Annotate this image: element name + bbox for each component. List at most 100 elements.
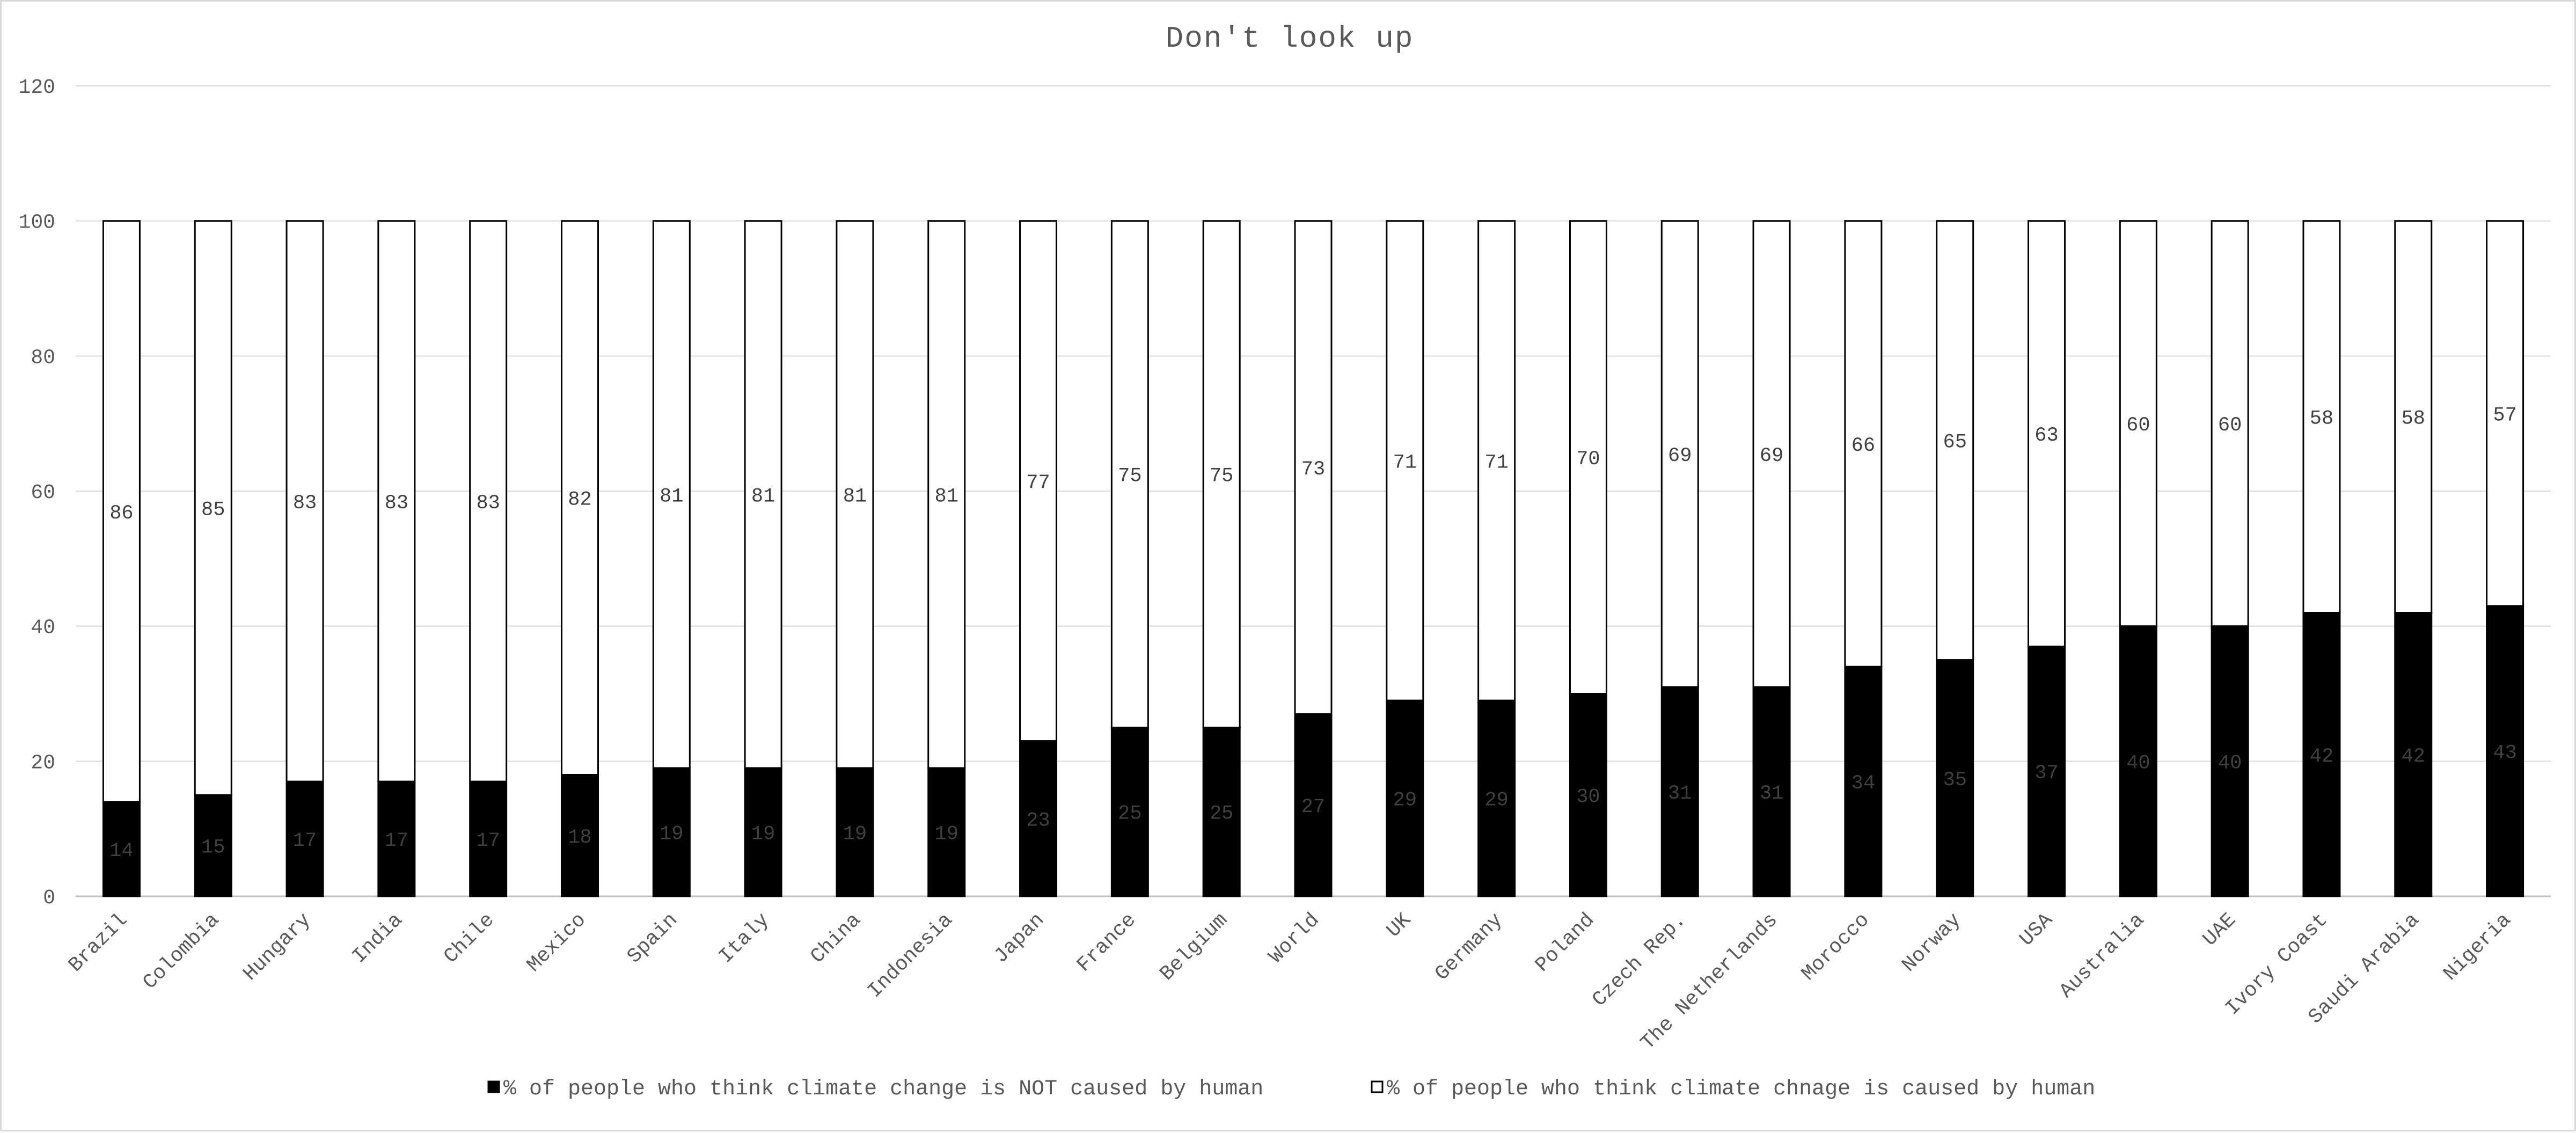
data-label: 30: [1576, 786, 1600, 808]
bar-segment-not-caused: [1202, 726, 1241, 897]
bar-segment-not-caused: [2302, 612, 2341, 897]
data-label: 31: [1760, 783, 1783, 805]
data-label: 25: [1118, 803, 1141, 825]
data-label: 23: [1026, 809, 1050, 832]
y-tick-label: 100: [19, 211, 55, 235]
x-tick-label: UAE: [2199, 909, 2241, 951]
legend-swatch-caused: [1371, 1080, 1384, 1093]
bar-segment-caused: [2119, 220, 2157, 627]
bar-segment-not-caused: [2211, 625, 2249, 897]
data-label: 43: [2493, 742, 2516, 764]
data-label: 57: [2493, 404, 2516, 427]
x-tick-label: Mexico: [523, 909, 591, 977]
bar-segment-caused: [1110, 220, 1149, 728]
legend-label-not-caused: % of people who think climate change is …: [503, 1077, 1263, 1101]
data-label: 17: [385, 830, 408, 852]
x-tick-label: World: [1264, 909, 1324, 968]
data-label: 69: [1668, 445, 1692, 467]
bar-segment-not-caused: [469, 780, 508, 897]
data-label: 83: [385, 492, 408, 515]
data-label: 73: [1301, 458, 1325, 481]
data-label: 60: [2126, 414, 2150, 437]
x-tick-label: Czech Rep.: [1588, 909, 1691, 1012]
bar-segment-caused: [1844, 220, 1883, 668]
bar-segment-caused: [1936, 220, 1974, 661]
bar-segment-not-caused: [102, 801, 141, 897]
data-label: 66: [1851, 435, 1875, 457]
data-label: 14: [109, 840, 133, 862]
x-tick-label: Italy: [715, 909, 774, 968]
data-label: 69: [1760, 445, 1783, 467]
x-tick-label: France: [1073, 909, 1141, 977]
data-label: 18: [568, 827, 591, 849]
data-label: 19: [751, 823, 775, 845]
bar-segment-caused: [1386, 220, 1424, 701]
x-tick-label: Poland: [1531, 909, 1599, 977]
x-tick-label: China: [806, 909, 866, 968]
data-label: 58: [2402, 408, 2425, 430]
x-tick-label: Japan: [990, 909, 1049, 968]
data-label: 82: [568, 489, 591, 511]
x-tick-label: Norway: [1898, 909, 1966, 977]
data-label: 81: [660, 485, 683, 508]
legend-label-caused: % of people who think climate chnage is …: [1387, 1077, 2095, 1101]
chart-title: Don't look up: [1166, 21, 1414, 56]
x-tick-label: Chile: [440, 909, 499, 968]
bar-segment-caused: [927, 220, 966, 769]
bar-segment-caused: [1019, 220, 1058, 742]
bar-segment-caused: [2028, 220, 2066, 647]
bar-segment-caused: [377, 220, 416, 783]
data-label: 19: [935, 823, 958, 845]
bar-segment-not-caused: [2028, 645, 2066, 897]
bar-segment-caused: [1752, 220, 1791, 688]
bar-segment-caused: [286, 220, 324, 783]
y-axis-ticks: 0 20 40 60 80 100 120: [19, 76, 55, 910]
data-label: 86: [109, 502, 133, 525]
data-label: 71: [1393, 451, 1417, 474]
bar-segment-caused: [744, 220, 782, 769]
bar-segment-not-caused: [560, 774, 599, 897]
y-tick-label: 60: [31, 481, 55, 505]
legend[interactable]: % of people who think climate change is …: [487, 1077, 2095, 1101]
bar-segment-not-caused: [1110, 726, 1149, 897]
bar-segment-caused: [1294, 220, 1333, 715]
bar-segment-caused: [1660, 220, 1699, 688]
data-label: 83: [293, 492, 317, 515]
data-label: 34: [1851, 772, 1875, 795]
bar-segment-not-caused: [2486, 605, 2524, 897]
bar-segment-caused: [2302, 220, 2341, 613]
bar-segment-not-caused: [194, 794, 232, 897]
bar-segment-caused: [469, 220, 508, 783]
data-label: 75: [1210, 465, 1233, 488]
data-label: 19: [660, 823, 683, 845]
bar-segment-caused: [2211, 220, 2249, 627]
y-tick-label: 120: [19, 76, 55, 99]
data-label: 25: [1210, 803, 1233, 825]
x-tick-label: Hungary: [239, 909, 316, 985]
data-label: 17: [476, 830, 500, 852]
data-label: 81: [843, 485, 867, 508]
bar-segment-caused: [194, 220, 232, 796]
y-tick-label: 0: [43, 887, 55, 910]
data-label: 85: [201, 499, 225, 521]
data-label: 29: [1484, 790, 1508, 812]
y-tick-label: 20: [31, 751, 55, 774]
x-tick-label: Colombia: [138, 909, 224, 994]
data-label: 40: [2218, 752, 2242, 774]
data-label: 65: [1943, 432, 1966, 454]
data-label: 60: [2218, 414, 2242, 437]
bar-segment-caused: [836, 220, 874, 769]
data-label: 19: [843, 823, 867, 845]
data-label: 27: [1301, 796, 1325, 818]
x-tick-label: Germany: [1431, 909, 1507, 985]
data-label: 81: [935, 485, 958, 508]
bar-segment-not-caused: [2394, 612, 2433, 897]
data-label: 42: [2310, 745, 2333, 768]
x-tick-label: Nigeria: [2439, 909, 2516, 985]
bar-segment-not-caused: [1752, 686, 1791, 897]
data-label: 63: [2035, 425, 2058, 447]
x-tick-label: USA: [2015, 909, 2058, 951]
x-tick-label: Brazil: [64, 909, 133, 977]
